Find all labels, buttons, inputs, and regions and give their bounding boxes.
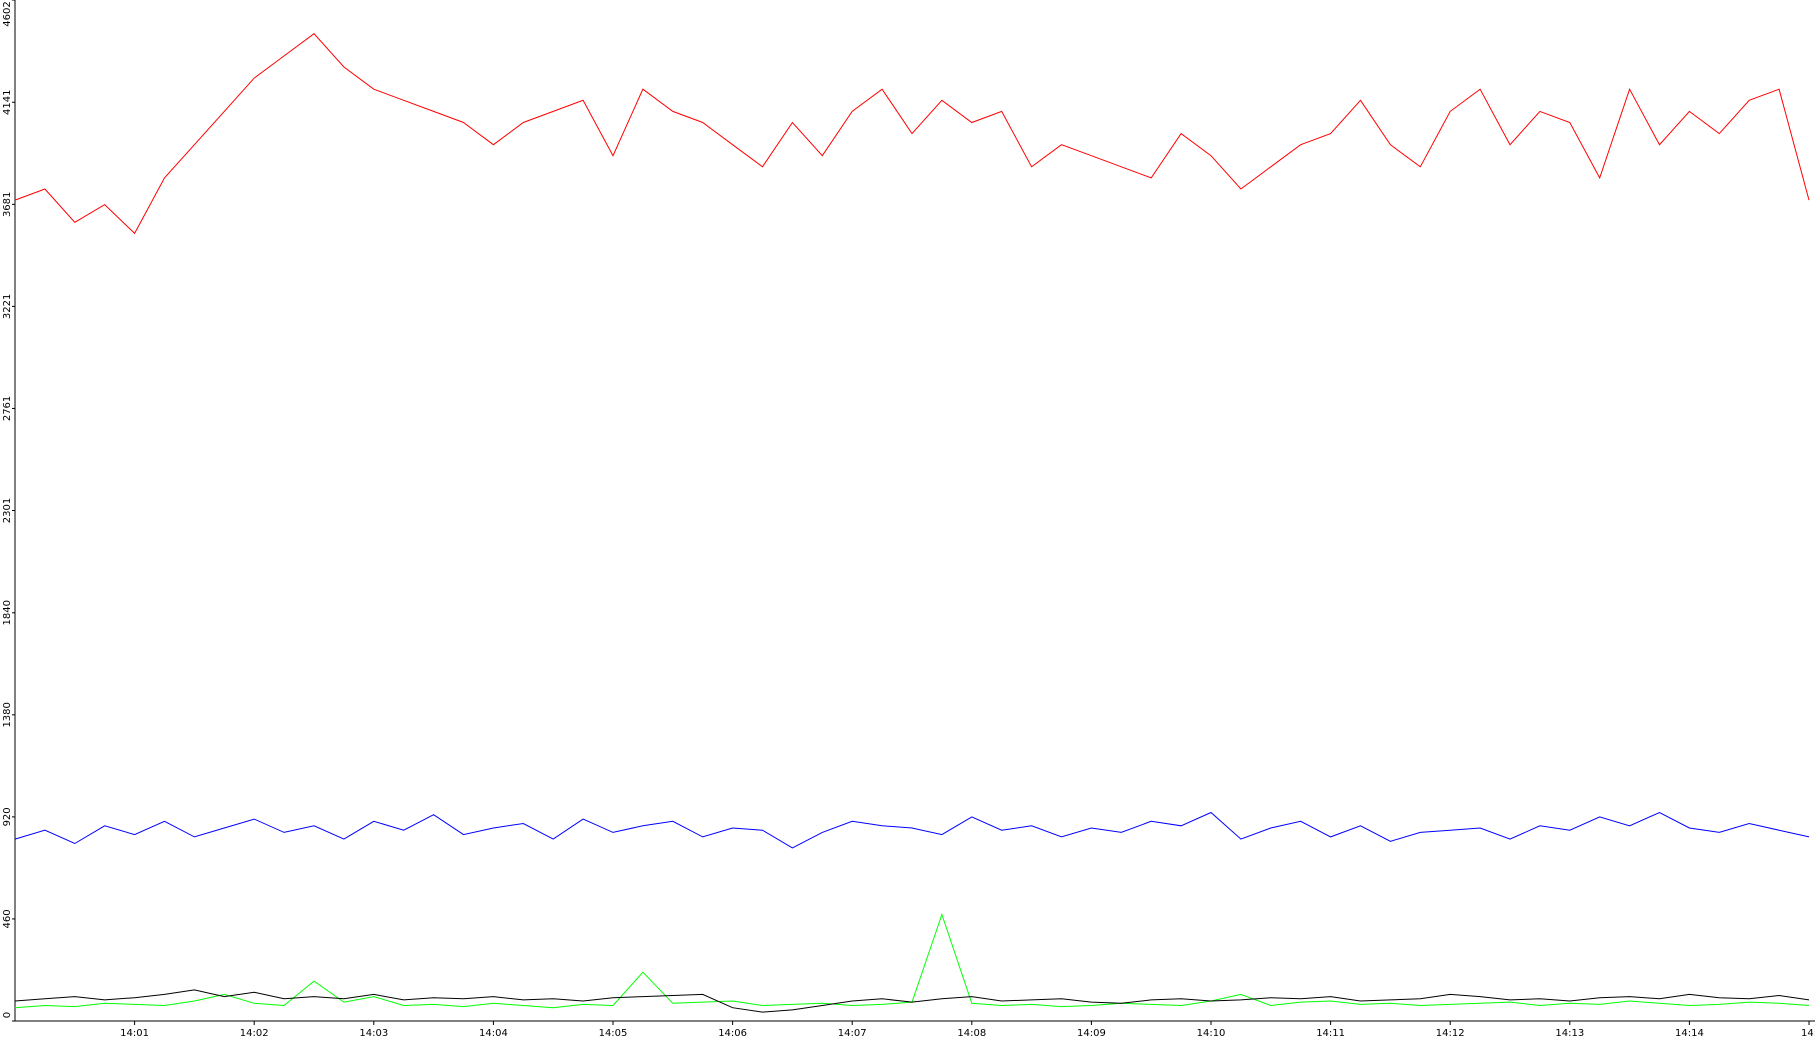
x-tick-label: 14:10 — [1197, 1028, 1226, 1039]
y-tick-label: 460 — [2, 909, 13, 928]
x-tick-label: 14:03 — [359, 1028, 388, 1039]
y-tick-label: 2301 — [2, 498, 13, 523]
x-tick-label: 14:14 — [1675, 1028, 1704, 1039]
x-tick-label: 14:13 — [1555, 1028, 1584, 1039]
x-tick-label: 14: — [1801, 1028, 1815, 1039]
series-line — [14, 912, 1810, 1009]
x-tick-label: 14:08 — [957, 1028, 986, 1039]
y-tick-label: 920 — [2, 807, 13, 826]
x-tick-label: 14:01 — [120, 1028, 149, 1039]
y-tick-label: 3221 — [2, 294, 13, 319]
x-tick-label: 14:06 — [718, 1028, 747, 1039]
x-tick-label: 14:09 — [1077, 1028, 1106, 1039]
x-tick-label: 14:02 — [240, 1028, 269, 1039]
series-line — [14, 33, 1810, 235]
y-tick-label: 0 — [2, 1012, 13, 1018]
x-tick-label: 14:04 — [479, 1028, 508, 1039]
x-tick-label: 14:05 — [599, 1028, 628, 1039]
y-tick-label: 4602 — [2, 1, 13, 26]
y-tick-label: 1380 — [2, 702, 13, 727]
y-tick-label: 3681 — [2, 192, 13, 217]
x-tick-label: 14:12 — [1436, 1028, 1465, 1039]
x-tick-label: 14:11 — [1316, 1028, 1345, 1039]
y-tick-label: 2761 — [2, 396, 13, 421]
y-tick-label: 1840 — [2, 600, 13, 625]
series-line — [14, 811, 1810, 849]
y-tick-label: 4141 — [2, 90, 13, 115]
x-tick-label: 14:07 — [838, 1028, 867, 1039]
series-line — [14, 989, 1810, 1013]
